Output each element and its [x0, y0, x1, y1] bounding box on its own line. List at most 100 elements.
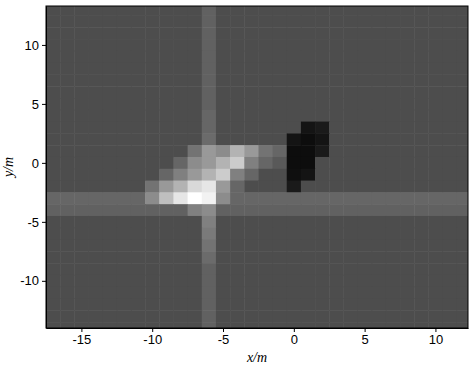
cell — [414, 216, 429, 228]
cell — [315, 133, 330, 145]
cell — [273, 287, 288, 299]
cell — [329, 27, 344, 39]
cell — [216, 251, 231, 263]
plot: -15-10-50510-10-50510 — [20, 4, 471, 348]
cell — [343, 251, 358, 263]
cell — [273, 145, 288, 157]
cell — [287, 263, 302, 275]
cell — [159, 110, 174, 122]
cell — [188, 133, 203, 145]
cell — [273, 204, 288, 216]
cell — [329, 15, 344, 27]
cell — [258, 322, 273, 328]
cell — [230, 181, 245, 193]
cell — [216, 322, 231, 328]
cell — [343, 51, 358, 63]
cell — [287, 15, 302, 27]
cell — [131, 86, 146, 98]
cell — [188, 299, 203, 311]
cell — [358, 15, 373, 27]
cell — [400, 299, 415, 311]
cell — [400, 169, 415, 181]
cell — [131, 133, 146, 145]
cell — [443, 39, 458, 51]
cell — [145, 110, 160, 122]
cell — [258, 39, 273, 51]
cells — [46, 6, 468, 328]
cell — [457, 228, 468, 240]
cell — [273, 27, 288, 39]
cell — [230, 299, 245, 311]
cell — [315, 287, 330, 299]
cell — [343, 98, 358, 110]
cell — [46, 39, 61, 51]
cell — [88, 275, 103, 287]
cell — [173, 98, 188, 110]
cell — [117, 157, 132, 169]
cell — [315, 322, 330, 328]
cell — [131, 228, 146, 240]
cell — [188, 110, 203, 122]
cell — [145, 98, 160, 110]
cell — [372, 63, 387, 75]
cell — [315, 192, 330, 204]
cell — [88, 86, 103, 98]
cell — [60, 216, 75, 228]
cell — [428, 251, 443, 263]
cell — [258, 133, 273, 145]
cell — [131, 263, 146, 275]
cell — [103, 63, 118, 75]
cell — [216, 216, 231, 228]
cell — [131, 74, 146, 86]
cell — [457, 299, 468, 311]
cell — [315, 15, 330, 27]
cell — [315, 310, 330, 322]
cell — [287, 169, 302, 181]
cell — [386, 15, 401, 27]
cell — [273, 228, 288, 240]
cell — [443, 169, 458, 181]
cell — [329, 204, 344, 216]
cell — [273, 169, 288, 181]
cell — [258, 27, 273, 39]
cell — [131, 169, 146, 181]
cell — [103, 228, 118, 240]
cell — [315, 169, 330, 181]
cell — [457, 169, 468, 181]
cell — [315, 110, 330, 122]
cell — [103, 251, 118, 263]
cell — [258, 98, 273, 110]
cell — [74, 240, 89, 252]
cell — [74, 169, 89, 181]
cell — [46, 287, 61, 299]
cell — [414, 322, 429, 328]
cell — [244, 51, 259, 63]
cell — [117, 133, 132, 145]
cell — [244, 263, 259, 275]
cell — [159, 287, 174, 299]
cell — [343, 122, 358, 134]
cell — [88, 181, 103, 193]
cell — [131, 51, 146, 63]
tick: 10 — [25, 38, 46, 53]
cell — [145, 299, 160, 311]
cell — [428, 240, 443, 252]
cell — [173, 287, 188, 299]
cell — [230, 98, 245, 110]
cell — [358, 310, 373, 322]
cell — [216, 275, 231, 287]
cell — [343, 240, 358, 252]
cell — [216, 133, 231, 145]
cell — [216, 122, 231, 134]
cell — [188, 63, 203, 75]
cell — [173, 228, 188, 240]
cell — [414, 240, 429, 252]
cell — [216, 15, 231, 27]
cell — [173, 181, 188, 193]
cell — [457, 39, 468, 51]
cell — [301, 228, 316, 240]
cell — [329, 287, 344, 299]
cell — [443, 240, 458, 252]
cell — [258, 240, 273, 252]
cell — [216, 6, 231, 16]
